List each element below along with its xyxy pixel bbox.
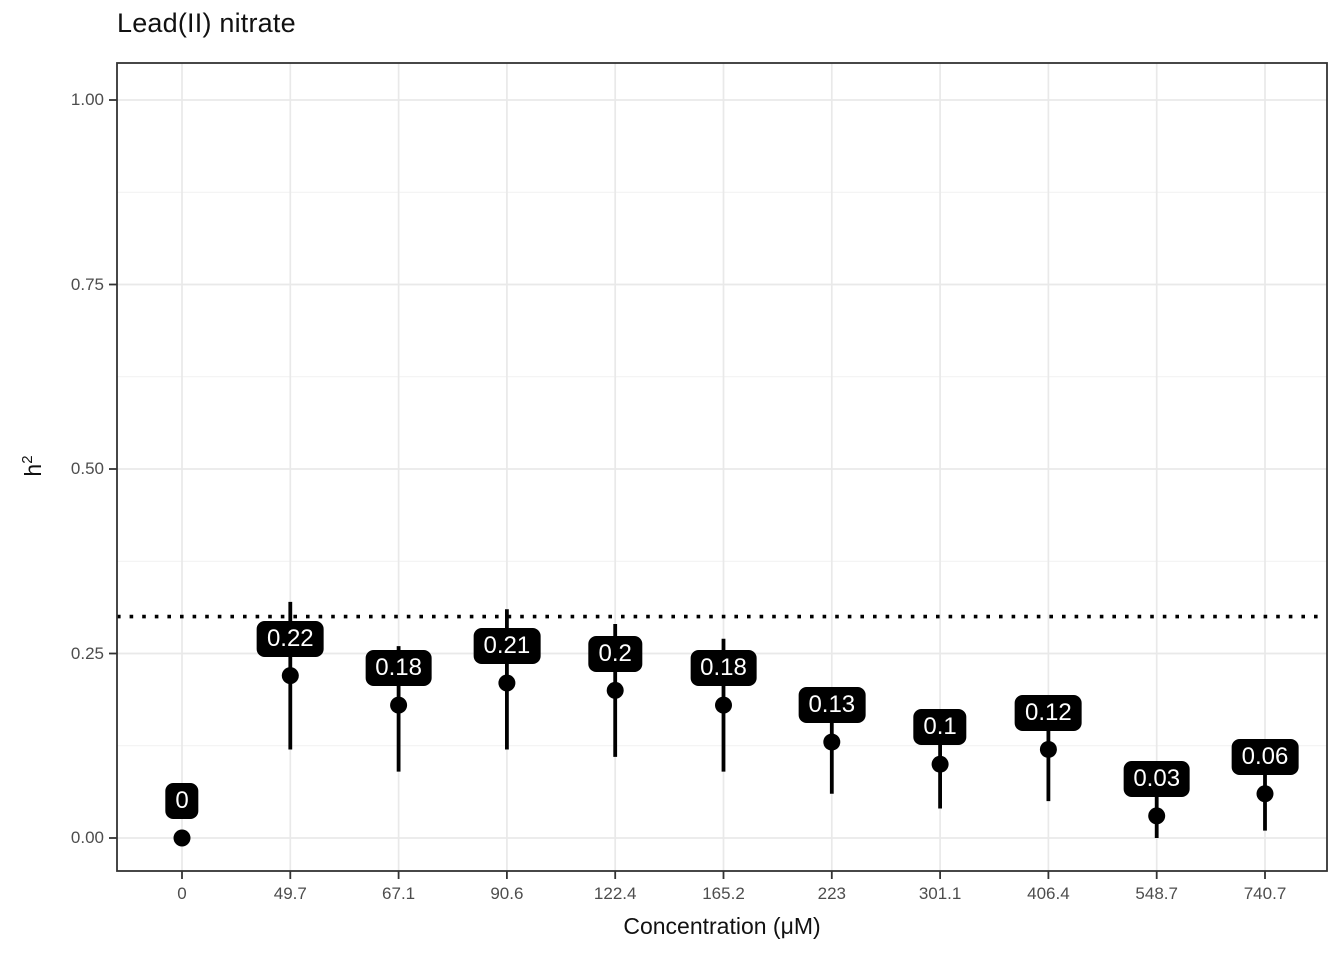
data-point-label: 0.18 <box>365 650 432 687</box>
x-tick-label: 122.4 <box>593 884 637 903</box>
y-tick-label: 0.25 <box>70 643 104 663</box>
data-point-label: 0.18 <box>690 650 757 687</box>
y-tick-label: 1.00 <box>70 90 104 109</box>
x-tick-label: 90.6 <box>490 884 524 903</box>
data-point <box>281 667 299 685</box>
x-tick-label: 49.7 <box>273 884 307 903</box>
x-tick-label: 406.4 <box>1027 884 1070 903</box>
data-point <box>715 696 732 714</box>
y-tick-label: 0.75 <box>70 274 104 294</box>
x-tick-label: 223 <box>817 884 846 903</box>
data-point-label: 0.12 <box>1015 694 1082 731</box>
data-point <box>173 829 191 847</box>
data-point <box>823 733 841 751</box>
data-point-label: 0.22 <box>256 620 324 657</box>
data-point <box>390 696 408 714</box>
data-point <box>1039 740 1057 758</box>
y-tick-label: 0.00 <box>70 828 104 847</box>
y-tick-label: 0.50 <box>70 459 104 478</box>
data-point <box>931 755 949 773</box>
x-tick-label: 165.2 <box>702 884 745 903</box>
data-point <box>1148 807 1166 825</box>
x-tick-label: 548.7 <box>1135 884 1178 903</box>
data-point <box>606 681 624 699</box>
data-point-label: 0.03 <box>1123 760 1191 797</box>
x-tick-label: 67.1 <box>382 884 416 903</box>
data-point-label: 0.21 <box>473 628 541 665</box>
x-tick-label: 0 <box>177 884 187 903</box>
plot-title: Lead(II) nitrate <box>117 8 296 38</box>
data-point <box>1256 785 1274 803</box>
data-point-label: 0 <box>165 783 199 820</box>
data-point-label: 0.13 <box>798 687 866 724</box>
x-axis-title: Concentration (μM) <box>623 913 821 939</box>
x-tick-label: 301.1 <box>918 884 962 903</box>
data-point-label: 0.1 <box>913 709 967 746</box>
panel-border <box>116 62 1328 872</box>
data-point <box>498 674 516 692</box>
data-point-label: 0.06 <box>1231 738 1299 775</box>
x-tick-label: 740.7 <box>1243 884 1287 903</box>
data-point-label: 0.2 <box>588 635 642 672</box>
